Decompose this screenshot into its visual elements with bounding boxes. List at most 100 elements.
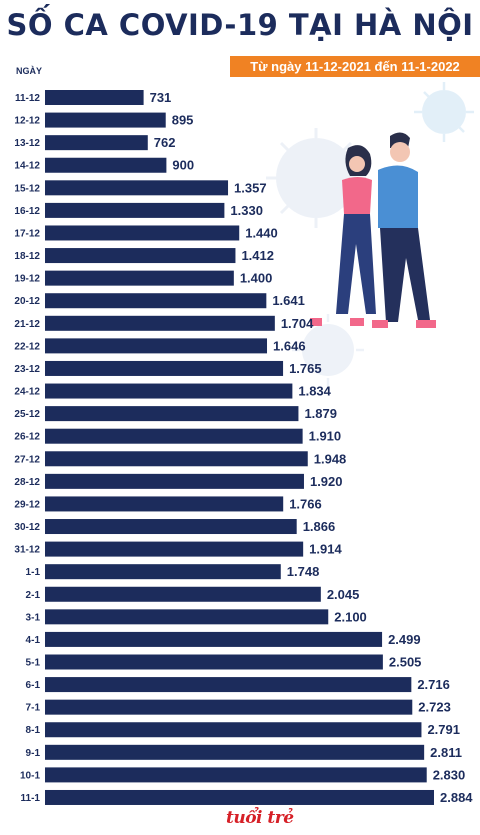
- bar: [45, 338, 268, 354]
- bar: [45, 541, 304, 557]
- bar: [45, 383, 293, 399]
- value-label: 1.646: [273, 338, 306, 353]
- bar: [45, 225, 240, 241]
- category-label: 2-1: [26, 590, 41, 601]
- category-label: 16-12: [14, 206, 40, 217]
- bar: [45, 315, 275, 331]
- category-label: 23-12: [14, 364, 40, 375]
- bar: [45, 157, 167, 173]
- bar: [45, 609, 329, 625]
- bar: [45, 473, 304, 489]
- bar: [45, 135, 148, 151]
- category-label: 13-12: [14, 138, 40, 149]
- category-label: 28-12: [14, 477, 40, 488]
- virus-icon: [414, 82, 474, 142]
- category-label: 9-1: [26, 748, 41, 759]
- value-label: 1.765: [289, 361, 322, 376]
- value-label: 2.499: [388, 632, 421, 647]
- man-figure-icon: [372, 132, 436, 328]
- bar: [45, 564, 281, 580]
- value-label: 1.766: [289, 496, 322, 511]
- bar: [45, 180, 229, 196]
- category-label: 12-12: [14, 116, 40, 127]
- category-label: 30-12: [14, 522, 40, 533]
- category-label: 15-12: [14, 183, 40, 194]
- bar: [45, 112, 166, 128]
- value-label: 762: [154, 135, 176, 150]
- category-label: 11-12: [15, 93, 40, 104]
- category-label: 21-12: [14, 319, 40, 330]
- value-label: 1.920: [310, 474, 343, 489]
- category-label: 6-1: [26, 680, 41, 691]
- category-label: 1-1: [26, 567, 41, 578]
- bar: [45, 428, 303, 444]
- category-label: 22-12: [14, 341, 40, 352]
- value-label: 2.505: [389, 655, 422, 670]
- chart-title: SỐ CA COVID-19 TẠI HÀ NỘI: [6, 8, 474, 42]
- bar: [45, 789, 434, 805]
- bar: [45, 248, 236, 264]
- category-label: 25-12: [14, 409, 40, 420]
- category-label: 5-1: [26, 658, 41, 669]
- bar: [45, 202, 225, 218]
- value-label: 1.748: [287, 564, 320, 579]
- value-label: 2.716: [417, 677, 450, 692]
- bar: [45, 496, 284, 512]
- category-label: 24-12: [14, 387, 40, 398]
- category-label: 7-1: [26, 703, 41, 714]
- date-range-banner: Từ ngày 11-12-2021 đến 11-1-2022: [230, 56, 480, 77]
- category-label: 8-1: [26, 725, 41, 736]
- value-label: 1.879: [304, 406, 337, 421]
- virus-icon: [292, 314, 364, 386]
- value-label: 1.400: [240, 271, 273, 286]
- value-label: 1.357: [234, 180, 267, 195]
- bar: [45, 677, 412, 693]
- bar: [45, 270, 234, 286]
- bar: [45, 451, 308, 467]
- category-label: 17-12: [14, 228, 40, 239]
- value-label: 1.914: [309, 542, 342, 557]
- category-label: 20-12: [14, 296, 40, 307]
- category-label: 27-12: [14, 454, 40, 465]
- category-label: 19-12: [14, 274, 40, 285]
- value-label: 1.330: [230, 203, 263, 218]
- bar: [45, 406, 299, 422]
- value-label: 1.834: [298, 384, 331, 399]
- value-label: 1.866: [303, 519, 336, 534]
- value-label: 1.948: [314, 451, 347, 466]
- value-label: 731: [150, 90, 172, 105]
- tuoi-tre-logo: tuổi trẻ: [226, 808, 294, 828]
- y-axis-title: NGÀY: [16, 66, 43, 76]
- value-label: 2.045: [327, 587, 360, 602]
- bar: [45, 699, 413, 715]
- value-label: 1.412: [241, 248, 274, 263]
- value-label: 1.910: [309, 429, 342, 444]
- bar: [45, 722, 422, 738]
- category-label: 18-12: [14, 251, 40, 262]
- bar: [45, 90, 144, 105]
- value-label: 2.100: [334, 609, 367, 624]
- bar: [45, 654, 383, 670]
- bar: [45, 293, 267, 309]
- value-label: 2.791: [427, 722, 460, 737]
- value-label: 2.723: [418, 700, 451, 715]
- value-label: 1.704: [281, 316, 314, 331]
- value-label: 2.830: [433, 767, 466, 782]
- value-label: 1.641: [272, 293, 305, 308]
- bar: [45, 586, 321, 602]
- bar: [45, 631, 383, 647]
- category-label: 11-1: [21, 793, 41, 804]
- value-label: 2.884: [440, 790, 473, 805]
- bar: [45, 744, 425, 760]
- category-label: 3-1: [26, 612, 41, 623]
- value-label: 895: [172, 113, 194, 128]
- bar: [45, 519, 297, 535]
- value-label: 2.811: [430, 745, 462, 760]
- value-label: 900: [172, 158, 194, 173]
- category-label: 10-1: [20, 770, 40, 781]
- woman-figure-icon: [310, 145, 376, 326]
- category-label: 26-12: [14, 432, 40, 443]
- category-label: 29-12: [14, 499, 40, 510]
